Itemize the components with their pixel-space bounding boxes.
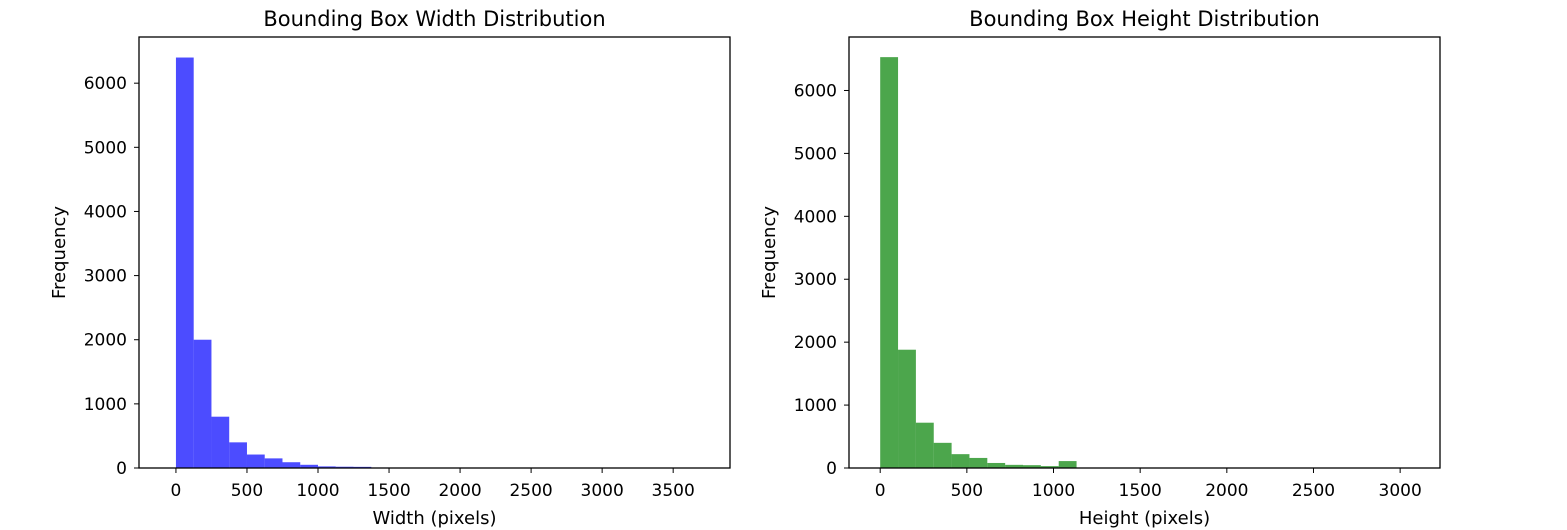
chart-title: Bounding Box Height Distribution [969, 7, 1320, 31]
x-axis-label: Width (pixels) [372, 508, 496, 529]
histogram-bar [898, 349, 916, 468]
y-tick-label: 1000 [84, 395, 127, 415]
x-tick-label: 3000 [1379, 481, 1422, 501]
y-ticks: 0 1000 2000 3000 4000 5000 6000 [84, 74, 139, 479]
x-tick-label: 500 [231, 481, 263, 501]
histogram-bar [880, 57, 899, 468]
y-tick-label: 0 [116, 459, 127, 479]
histogram-bar [1058, 461, 1077, 468]
plot-frame [138, 36, 731, 469]
y-axis-label: Frequency [759, 206, 780, 299]
y-tick-label: 3000 [794, 270, 837, 290]
x-tick-label: 2500 [509, 481, 552, 501]
height-histogram-panel: Bounding Box Height Distribution 0 500 100… [759, 7, 1441, 529]
x-tick-label: 0 [875, 481, 886, 501]
y-tick-label: 4000 [794, 207, 837, 227]
y-tick-label: 5000 [84, 138, 127, 158]
histogram-bar [1040, 466, 1059, 468]
x-tick-label: 500 [951, 481, 983, 501]
x-tick-label: 0 [171, 481, 182, 501]
y-tick-label: 4000 [84, 202, 127, 222]
histogram-bar [933, 442, 952, 468]
x-tick-label: 3500 [652, 481, 695, 501]
x-ticks: 0 500 1000 1500 2000 2500 3000 [875, 468, 1422, 501]
y-axis-label: Frequency [49, 206, 70, 299]
histogram-bar [915, 422, 934, 468]
x-tick-label: 2000 [438, 481, 481, 501]
histogram-bar [987, 462, 1006, 468]
x-tick-label: 1000 [1032, 481, 1075, 501]
histogram-bar [282, 462, 301, 468]
histogram-bar [229, 442, 247, 468]
histogram-bar [1005, 464, 1024, 468]
x-tick-label: 1500 [1119, 481, 1162, 501]
y-tick-label: 2000 [84, 331, 127, 351]
chart-title: Bounding Box Width Distribution [263, 7, 605, 31]
y-tick-label: 5000 [794, 144, 837, 164]
histogram-bar [246, 454, 265, 468]
histogram-bar [300, 464, 319, 468]
histogram-bar [193, 339, 212, 468]
histogram-bar [318, 466, 336, 468]
height-bars [880, 57, 1416, 468]
width-bars [175, 57, 709, 469]
x-tick-label: 1000 [296, 481, 339, 501]
y-tick-label: 6000 [794, 81, 837, 101]
x-tick-label: 1500 [367, 481, 410, 501]
y-tick-label: 6000 [84, 74, 127, 94]
histogram-bar [1023, 465, 1041, 468]
plot-frame [848, 36, 1441, 469]
x-ticks: 0 500 1000 1500 2000 2500 3000 3500 [171, 468, 695, 501]
histogram-bar [175, 57, 194, 469]
y-tick-label: 0 [826, 459, 837, 479]
y-tick-label: 3000 [84, 267, 127, 287]
width-histogram-panel: Bounding Box Width Distribution 0 500 1000… [49, 7, 731, 529]
y-ticks: 0 1000 2000 3000 4000 5000 6000 [794, 81, 849, 479]
x-tick-label: 2500 [1292, 481, 1335, 501]
histogram-bar [969, 457, 988, 468]
y-tick-label: 1000 [794, 396, 837, 416]
histogram-bar [264, 458, 283, 468]
histogram-bar [951, 454, 970, 468]
x-axis-label: Height (pixels) [1079, 508, 1210, 529]
y-tick-label: 2000 [794, 333, 837, 353]
histogram-bar [211, 416, 230, 468]
x-tick-label: 3000 [581, 481, 624, 501]
x-tick-label: 2000 [1205, 481, 1248, 501]
